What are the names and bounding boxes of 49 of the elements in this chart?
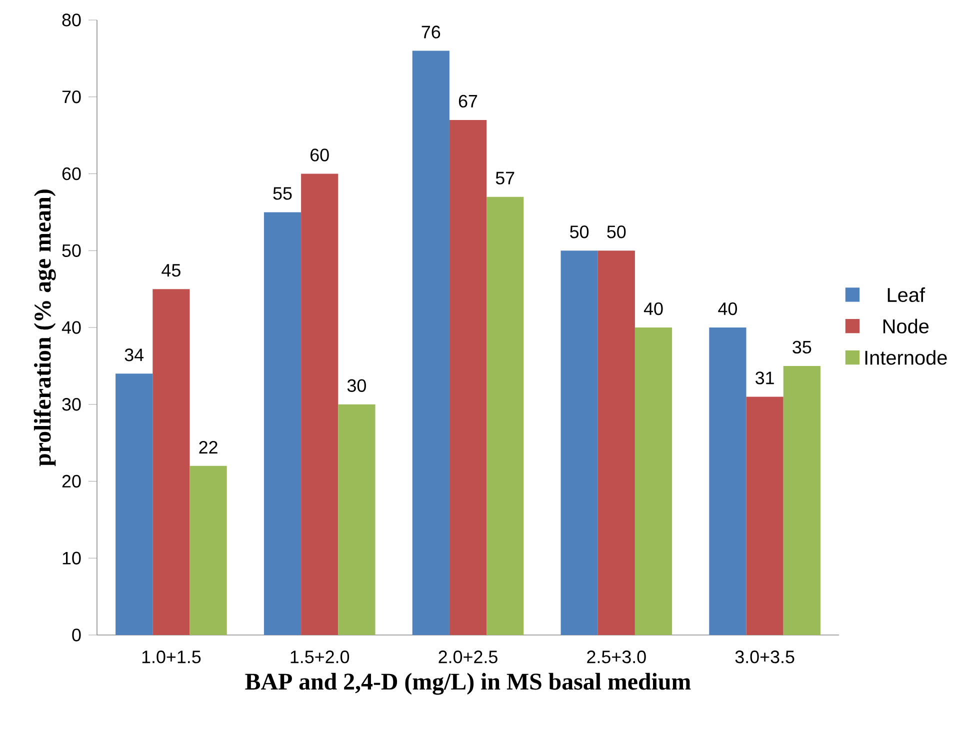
y-tick-label: 50 bbox=[62, 244, 81, 257]
bar bbox=[746, 396, 784, 635]
bar bbox=[116, 374, 153, 635]
data-label: 76 bbox=[422, 26, 440, 38]
y-tick-label: 20 bbox=[62, 474, 81, 488]
data-label: 40 bbox=[644, 302, 663, 316]
x-tick-label: 3.0+3.5 bbox=[735, 650, 794, 664]
data-label: 57 bbox=[496, 172, 514, 184]
legend-label: Node bbox=[883, 318, 929, 334]
data-label: 22 bbox=[199, 440, 218, 454]
data-label: 60 bbox=[310, 148, 329, 162]
data-label: 35 bbox=[792, 340, 812, 354]
bar bbox=[338, 404, 376, 635]
data-label: 50 bbox=[607, 226, 626, 238]
x-tick-label: 1.0+1.5 bbox=[142, 650, 201, 664]
x-axis-title: BAP and 2,4-D (mg/L) in MS basal medium bbox=[245, 672, 691, 695]
y-tick-label: 10 bbox=[62, 552, 81, 564]
legend-label: Internode bbox=[865, 350, 947, 365]
legend-label: Leaf bbox=[888, 287, 926, 302]
bar bbox=[709, 328, 746, 635]
data-label: 30 bbox=[347, 379, 366, 392]
y-tick-label: 60 bbox=[62, 167, 81, 180]
bar bbox=[560, 250, 598, 635]
bar bbox=[486, 196, 524, 635]
x-tick-label: 2.0+2.5 bbox=[438, 650, 498, 664]
y-tick-label: 80 bbox=[62, 14, 81, 26]
x-tick-label: 2.5+3.0 bbox=[587, 650, 646, 664]
bar bbox=[190, 466, 227, 635]
y-tick-label: 70 bbox=[62, 90, 81, 104]
bar bbox=[783, 366, 820, 635]
data-label: 34 bbox=[124, 348, 144, 362]
data-label: 45 bbox=[162, 264, 180, 277]
data-label: 40 bbox=[718, 302, 737, 316]
y-axis-title: proliferation (% age mean) bbox=[34, 190, 56, 466]
y-tick-label: 40 bbox=[62, 321, 81, 334]
y-tick-label: 0 bbox=[72, 628, 81, 642]
data-label: 55 bbox=[273, 187, 292, 200]
bar bbox=[449, 120, 487, 635]
bar bbox=[152, 289, 190, 635]
x-tick-label: 1.5+2.0 bbox=[290, 650, 350, 664]
bar bbox=[598, 250, 635, 635]
data-label: 67 bbox=[458, 94, 478, 108]
bar bbox=[301, 174, 338, 635]
bar bbox=[634, 328, 672, 635]
data-label: 50 bbox=[570, 226, 589, 238]
bar bbox=[264, 212, 302, 635]
bar bbox=[412, 50, 450, 635]
y-tick-label: 30 bbox=[62, 398, 81, 411]
data-label: 31 bbox=[756, 372, 774, 384]
